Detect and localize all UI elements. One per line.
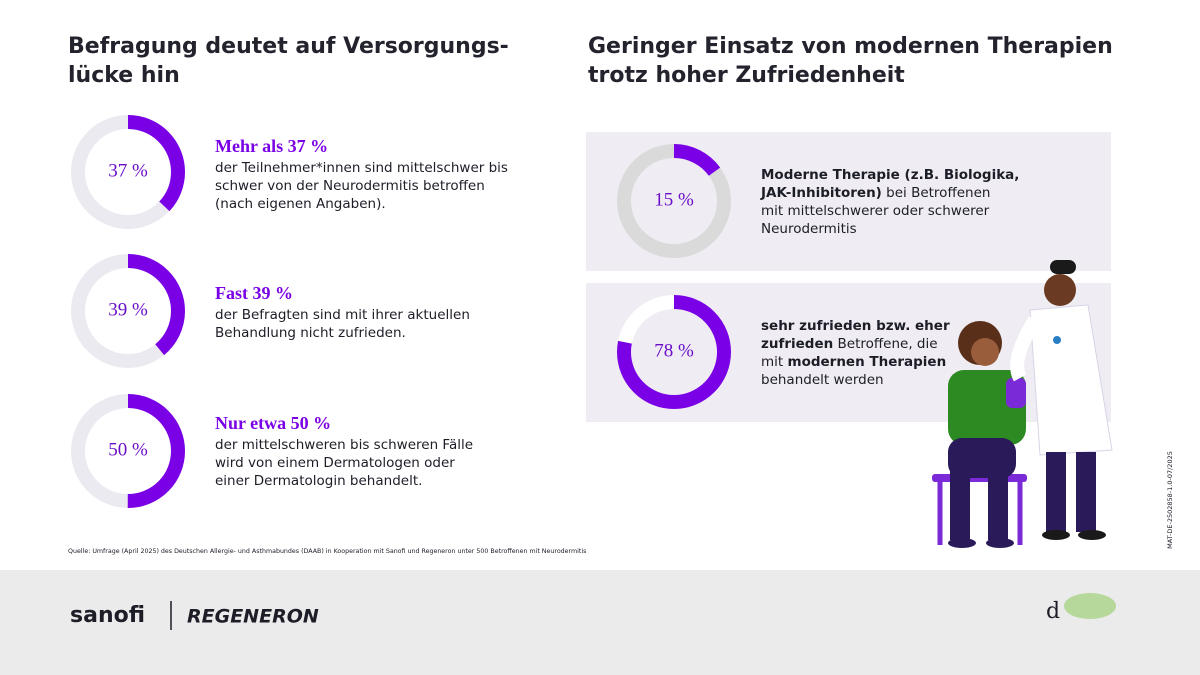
donut-arc bbox=[71, 254, 185, 368]
item-text: der mittelschweren bis schweren Fälle bbox=[215, 437, 473, 453]
text-segment: zufrieden bbox=[761, 336, 833, 352]
text-segment: mit bbox=[761, 354, 788, 370]
item-heading: Nur etwa 50 % bbox=[215, 413, 331, 433]
text-segment: modernen Therapien bbox=[788, 354, 947, 370]
source-note: Quelle: Umfrage (April 2025) des Deutsch… bbox=[68, 548, 586, 555]
illustration bbox=[932, 260, 1113, 548]
item-text: der Befragten sind mit ihrer aktuellen bbox=[215, 307, 470, 323]
title: Befragung deutet auf Versorgungs- bbox=[68, 34, 509, 59]
text-segment: JAK-Inhibitoren) bbox=[760, 185, 882, 201]
value-label: 78 % bbox=[654, 340, 694, 361]
document-code: MAT-DE-2502858-1.0-07/2025 bbox=[1166, 451, 1174, 549]
title: Geringer Einsatz von modernen Therapien bbox=[588, 34, 1113, 59]
item-text: schwer von der Neurodermitis betroffen bbox=[215, 178, 485, 194]
footer bbox=[0, 570, 1200, 675]
item-text: mit mittelschwerer oder schwerer bbox=[761, 203, 990, 219]
item-text: wird von einem Dermatologen oder bbox=[215, 455, 455, 471]
svg-text:d: d bbox=[1046, 599, 1060, 624]
sanofi-logo: sanofi bbox=[70, 603, 145, 628]
title: trotz hoher Zufriedenheit bbox=[588, 63, 905, 88]
value-label: 39 % bbox=[108, 299, 148, 320]
donut-arc bbox=[71, 115, 185, 229]
text-segment: sehr zufrieden bzw. eher bbox=[761, 318, 950, 334]
item-text: Moderne Therapie (z.B. Biologika, bbox=[761, 167, 1019, 183]
text-segment: behandelt werden bbox=[761, 372, 884, 388]
daab-logo: d bbox=[1046, 593, 1116, 624]
text-segment: Betroffene, die bbox=[833, 336, 937, 352]
value-label: 37 % bbox=[108, 160, 148, 181]
item-text: Neurodermitis bbox=[761, 221, 857, 237]
text-segment: bei Betroffenen bbox=[882, 185, 991, 201]
value-label: 15 % bbox=[654, 189, 694, 210]
text-segment: mit mittelschwerer oder schwerer bbox=[761, 203, 990, 219]
item-text: (nach eigenen Angaben). bbox=[215, 196, 386, 212]
value-label: 50 % bbox=[108, 439, 148, 460]
donut-arc bbox=[617, 295, 731, 409]
item-text: zufrieden Betroffene, die bbox=[761, 336, 938, 352]
item-text: mit modernen Therapien bbox=[761, 354, 946, 370]
item-text: JAK-Inhibitoren) bei Betroffenen bbox=[760, 185, 990, 201]
item-heading: Mehr als 37 % bbox=[215, 136, 328, 156]
item-text: behandelt werden bbox=[761, 372, 884, 388]
text-segment: Moderne Therapie (z.B. Biologika, bbox=[761, 167, 1019, 183]
item-heading: Fast 39 % bbox=[215, 283, 293, 303]
regeneron-logo: REGENERON bbox=[187, 606, 319, 628]
text-segment: Neurodermitis bbox=[761, 221, 857, 237]
item-text: sehr zufrieden bzw. eher bbox=[761, 318, 950, 334]
donut-arc bbox=[71, 394, 185, 508]
item-text: einer Dermatologin behandelt. bbox=[215, 473, 422, 489]
item-text: Behandlung nicht zufrieden. bbox=[215, 325, 406, 341]
title: lücke hin bbox=[68, 63, 180, 88]
item-text: der Teilnehmer*innen sind mittelschwer b… bbox=[215, 160, 508, 176]
donut-arc bbox=[617, 144, 731, 258]
